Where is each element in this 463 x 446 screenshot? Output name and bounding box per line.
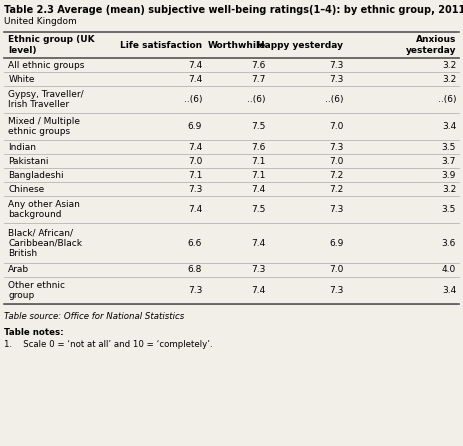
Text: 3.2: 3.2 [441,61,455,70]
Text: 7.4: 7.4 [251,286,265,295]
Text: 6.8: 6.8 [188,265,202,274]
Text: 7.3: 7.3 [188,286,202,295]
Text: 4.0: 4.0 [441,265,455,274]
Text: Gypsy, Traveller/
Irish Traveller: Gypsy, Traveller/ Irish Traveller [8,90,84,109]
Text: Life satisfaction: Life satisfaction [120,41,202,50]
Text: Bangladeshi: Bangladeshi [8,170,64,179]
Text: 7.3: 7.3 [328,205,343,214]
Text: 7.0: 7.0 [328,157,343,165]
Text: 3.6: 3.6 [441,239,455,248]
Text: 7.4: 7.4 [188,61,202,70]
Text: 7.4: 7.4 [188,74,202,83]
Text: 7.3: 7.3 [328,286,343,295]
Text: 7.5: 7.5 [251,205,265,214]
Text: 7.1: 7.1 [188,170,202,179]
Text: ..(6): ..(6) [247,95,265,104]
Text: Indian: Indian [8,143,36,152]
Text: Black/ African/
Caribbean/Black
British: Black/ African/ Caribbean/Black British [8,228,82,258]
Text: 7.1: 7.1 [251,170,265,179]
Text: United Kingdom: United Kingdom [4,17,76,26]
Text: 7.0: 7.0 [328,265,343,274]
Text: Table notes:: Table notes: [4,328,63,337]
Text: Anxious
yesterday: Anxious yesterday [405,35,455,55]
Text: ..(6): ..(6) [324,95,343,104]
Text: Table 2.3 Average (mean) subjective well-being ratings(1–4): by ethnic group, 20: Table 2.3 Average (mean) subjective well… [4,5,463,15]
Text: 1.    Scale 0 = ‘not at all’ and 10 = ‘completely’.: 1. Scale 0 = ‘not at all’ and 10 = ‘comp… [4,340,212,349]
Text: ..(6): ..(6) [437,95,455,104]
Text: 3.2: 3.2 [441,185,455,194]
Text: 6.9: 6.9 [328,239,343,248]
Text: 7.3: 7.3 [328,61,343,70]
Text: Arab: Arab [8,265,29,274]
Text: Mixed / Multiple
ethnic groups: Mixed / Multiple ethnic groups [8,117,80,136]
Text: 7.3: 7.3 [328,74,343,83]
Text: 7.0: 7.0 [188,157,202,165]
Text: 7.3: 7.3 [188,185,202,194]
Text: 7.6: 7.6 [251,61,265,70]
Text: 3.9: 3.9 [441,170,455,179]
Text: 3.5: 3.5 [441,205,455,214]
Text: 7.5: 7.5 [251,122,265,131]
Text: 3.5: 3.5 [441,143,455,152]
Text: 7.7: 7.7 [251,74,265,83]
Text: 6.9: 6.9 [188,122,202,131]
Text: Worthwhile: Worthwhile [207,41,265,50]
Text: 7.2: 7.2 [328,185,343,194]
Text: 7.4: 7.4 [188,143,202,152]
Text: 6.6: 6.6 [188,239,202,248]
Text: ..(6): ..(6) [183,95,202,104]
Text: White: White [8,74,35,83]
Text: Any other Asian
background: Any other Asian background [8,200,80,219]
Text: 7.2: 7.2 [328,170,343,179]
Text: 7.3: 7.3 [251,265,265,274]
Text: 7.4: 7.4 [251,239,265,248]
Text: Other ethnic
group: Other ethnic group [8,281,65,300]
Text: Ethnic group (UK
level): Ethnic group (UK level) [8,35,95,55]
Text: 3.4: 3.4 [441,286,455,295]
Text: Table source: Office for National Statistics: Table source: Office for National Statis… [4,312,184,321]
Text: 3.2: 3.2 [441,74,455,83]
Text: Happy yesterday: Happy yesterday [257,41,343,50]
Text: 7.3: 7.3 [328,143,343,152]
Text: 7.4: 7.4 [251,185,265,194]
Text: 7.4: 7.4 [188,205,202,214]
Text: 3.7: 3.7 [441,157,455,165]
Text: All ethnic groups: All ethnic groups [8,61,84,70]
Text: 3.4: 3.4 [441,122,455,131]
Text: 7.6: 7.6 [251,143,265,152]
Text: 7.1: 7.1 [251,157,265,165]
Text: 7.0: 7.0 [328,122,343,131]
Text: Pakistani: Pakistani [8,157,49,165]
Text: Chinese: Chinese [8,185,44,194]
